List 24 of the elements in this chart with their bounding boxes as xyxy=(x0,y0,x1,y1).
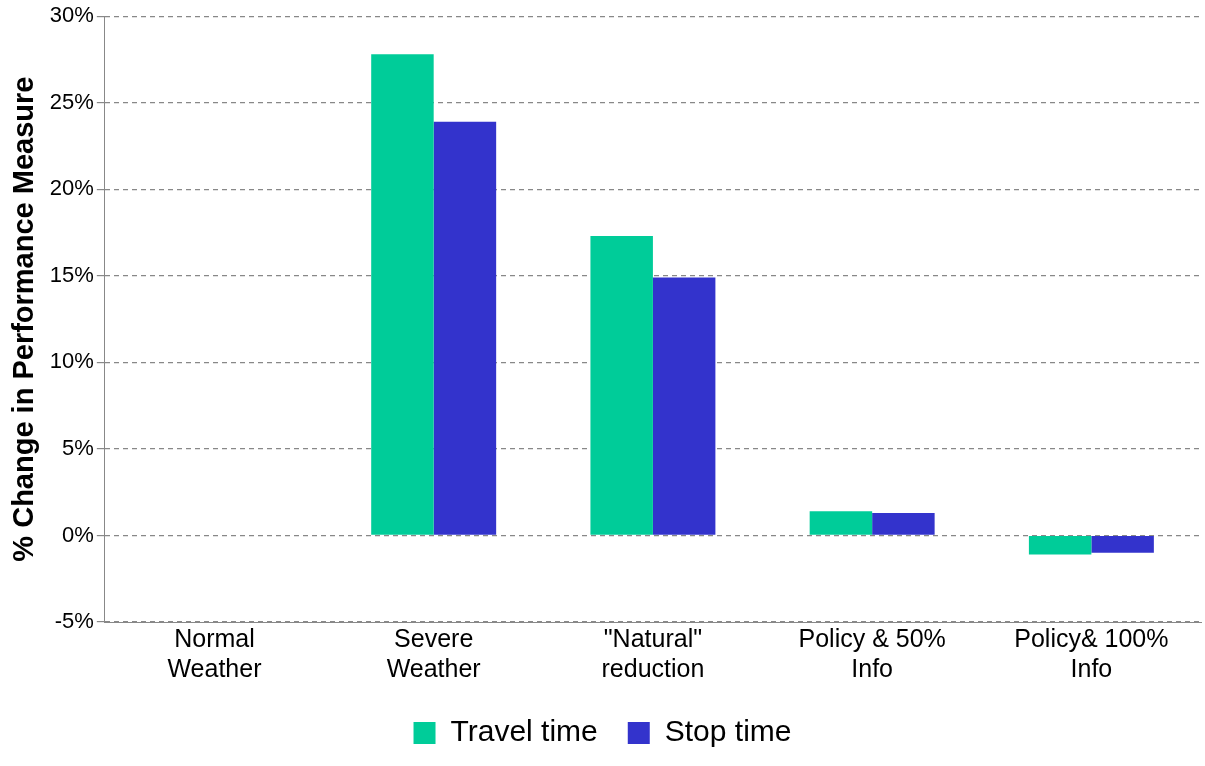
y-tick-label: 30% xyxy=(49,2,94,28)
x-tick-label: Policy & 50% Info xyxy=(798,623,946,682)
bar xyxy=(1091,536,1154,553)
y-tick-label: -5% xyxy=(54,608,94,634)
y-tick-label: 10% xyxy=(49,348,94,374)
bar xyxy=(1028,536,1092,555)
x-tick-label: Severe Weather xyxy=(386,623,481,682)
bar xyxy=(590,236,653,535)
y-tick-label: 25% xyxy=(49,88,94,114)
bar xyxy=(433,121,497,535)
legend-label: Stop time xyxy=(664,714,792,748)
x-tick-label: "Natural" reduction xyxy=(601,623,705,682)
y-axis-title: % Change in Performance Measure xyxy=(7,76,40,562)
y-tick-label: 5% xyxy=(62,434,94,460)
y-tick-label: 0% xyxy=(62,521,94,547)
bar xyxy=(371,54,434,535)
legend-label: Travel time xyxy=(450,714,598,748)
y-tick-label: 15% xyxy=(49,261,94,287)
bar xyxy=(652,277,716,535)
y-tick-label: 20% xyxy=(49,175,94,201)
x-tick-label: Policy& 100% Info xyxy=(1014,623,1169,682)
bar xyxy=(809,511,873,535)
bar xyxy=(872,512,935,535)
x-tick-label: Normal Weather xyxy=(167,623,262,682)
